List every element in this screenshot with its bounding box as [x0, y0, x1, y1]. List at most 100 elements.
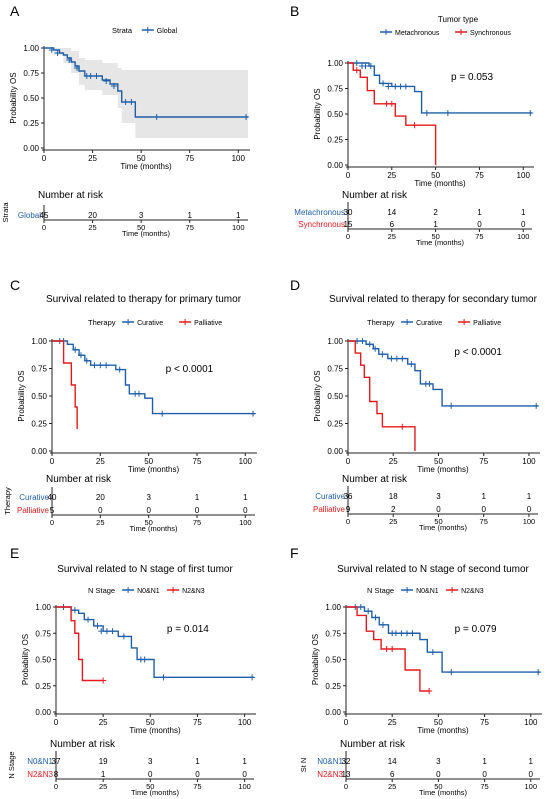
risk-count: 3: [148, 757, 153, 766]
risk-count: 37: [52, 757, 61, 766]
censor-mark: [367, 63, 374, 70]
panel-letter: F: [290, 545, 299, 561]
risk-count: 2: [391, 505, 396, 514]
risk-x-tick-label: 100: [239, 518, 252, 527]
risk-x-tick-label: 25: [88, 223, 96, 232]
risk-count: 32: [342, 757, 351, 766]
risk-group-label: N0&N1: [317, 757, 343, 766]
y-tick-label: 1.00: [31, 337, 47, 346]
risk-count: 1: [187, 211, 192, 220]
series-global: [44, 47, 250, 138]
legend-item: N0&N1: [137, 588, 160, 595]
risk-x-tick-label: 75: [186, 223, 194, 232]
y-tick-label: 0.00: [327, 161, 343, 170]
y-tick-label: 0.25: [325, 682, 341, 691]
censor-mark: [100, 677, 107, 684]
series-n2-n3: [56, 606, 107, 684]
panel-d: D Survival related to therapy for seconda…: [290, 277, 540, 532]
censor-mark: [372, 614, 379, 621]
y-axis-label: Probability OS: [9, 72, 18, 123]
x-tick-label: 25: [389, 457, 398, 466]
risk-count: 0: [242, 770, 247, 779]
risk-group-label: N2&N3: [317, 770, 343, 779]
risk-count: 36: [344, 492, 353, 501]
censor-mark: [71, 607, 78, 614]
panel-letter: A: [10, 3, 20, 19]
risk-count: 3: [146, 493, 151, 502]
censor-mark: [365, 608, 372, 615]
legend: Therapy Curative Palliative: [88, 318, 222, 327]
risk-count: 0: [146, 506, 151, 515]
y-tick-label: 0.00: [325, 708, 341, 717]
risk-table-title: Number at risk: [342, 474, 408, 485]
panel-letter: C: [10, 277, 20, 293]
x-tick-label: 100: [232, 154, 246, 163]
risk-count: 1: [195, 757, 200, 766]
risk-count: 40: [48, 493, 57, 502]
censor-mark: [103, 78, 110, 84]
x-axis-label: Time (months): [414, 179, 466, 188]
risk-group-label: Curative: [315, 492, 345, 501]
panel-a: A Strata Global 0.00 0.25 0.50 0.75 1.00 0 25 50 75…: [1, 3, 250, 238]
risk-x-axis-label: Time (months): [419, 523, 468, 532]
p-value: p = 0.053: [451, 72, 493, 83]
legend-item: Metachronous: [395, 30, 440, 37]
risk-group-label: N2&N3: [27, 770, 53, 779]
risk-count: 20: [96, 493, 105, 502]
risk-count: 2: [433, 208, 438, 217]
x-tick-label: 25: [388, 718, 397, 727]
survival-curve: [348, 340, 416, 451]
risk-x-tick-label: 50: [431, 232, 439, 241]
censor-mark: [389, 646, 396, 652]
censor-mark: [83, 357, 90, 364]
survival-curve: [52, 340, 255, 415]
legend-label: Tumor type: [438, 15, 479, 24]
censor-mark: [380, 80, 387, 87]
censor-mark: [250, 410, 257, 417]
censor-mark: [159, 410, 166, 417]
risk-count: 19: [99, 757, 108, 766]
risk-group-label: Palliative: [17, 506, 50, 515]
x-tick-label: 25: [96, 457, 105, 466]
p-value: p < 0.0001: [454, 347, 502, 358]
censor-mark: [388, 355, 395, 362]
x-tick-label: 75: [193, 718, 202, 727]
survival-curve: [346, 606, 430, 692]
panel-c: C Survival related to therapy for primary…: [3, 277, 257, 533]
censor-mark: [85, 616, 92, 623]
y-tick-label: 0.25: [327, 136, 343, 145]
risk-group-label: Metachronous: [294, 208, 345, 217]
censor-mark: [353, 60, 360, 66]
censor-mark: [160, 674, 167, 681]
risk-count: 1: [481, 492, 486, 501]
confidence-band: [44, 48, 248, 138]
risk-count: 0: [529, 770, 534, 779]
risk-group-label: Synchronous: [298, 220, 345, 229]
censor-mark: [103, 628, 110, 635]
censor-mark: [362, 63, 369, 70]
censor-mark: [54, 50, 61, 56]
risk-table-title: Number at risk: [50, 739, 116, 750]
risk-count: 15: [344, 220, 353, 229]
legend: Therapy Curative Palliative: [367, 318, 501, 327]
risk-x-tick-label: 0: [42, 223, 46, 232]
y-axis-label: Probability OS: [313, 88, 322, 139]
y-tick-label: 0.50: [327, 392, 343, 401]
censor-mark: [366, 341, 373, 348]
censor-mark: [393, 355, 400, 362]
panel-e: E Survival related to N stage of first tu…: [7, 545, 256, 797]
risk-x-axis-label: Time (months): [416, 238, 465, 247]
x-tick-label: 75: [479, 457, 488, 466]
censor-mark: [353, 67, 360, 74]
survival-curve: [348, 62, 437, 165]
y-tick-label: 0.00: [23, 144, 39, 153]
x-axis-label: Time (months): [120, 162, 172, 171]
censor-mark: [372, 345, 379, 352]
risk-count: 6: [390, 770, 395, 779]
risk-x-tick-label: 75: [480, 782, 488, 791]
risk-count: 1: [521, 208, 526, 217]
risk-count: 1: [433, 220, 438, 229]
